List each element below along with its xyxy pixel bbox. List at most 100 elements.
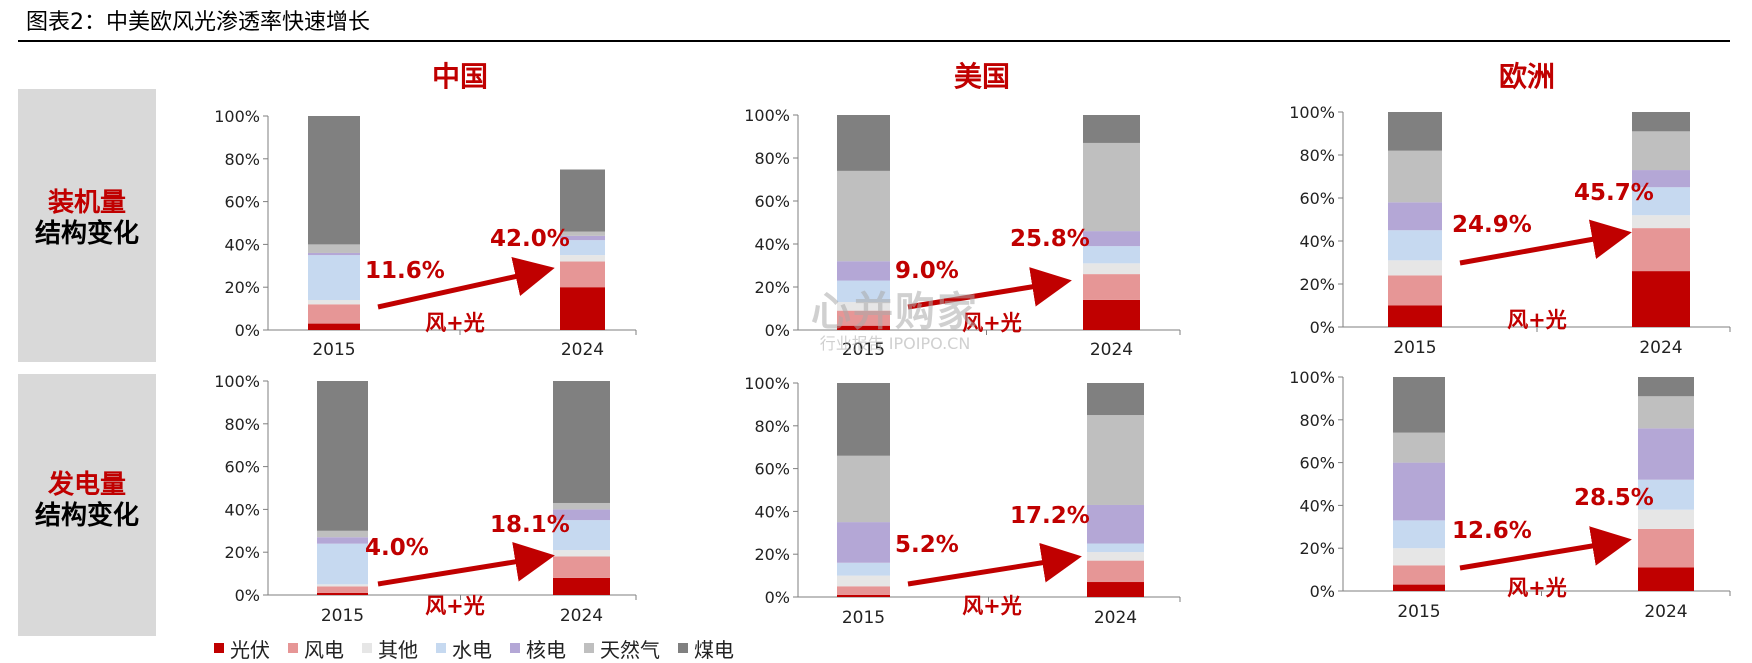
bar-segment-核电-2024 (1632, 170, 1690, 188)
y-tick-label: 20% (224, 543, 260, 562)
bar-segment-煤电-2024 (560, 169, 605, 232)
chart-中国-装机量: 中国 0% 20% 40% 60% 80% 100% 2015 2024 11.6% 42.0% 风+… (214, 60, 637, 360)
penetration-label-2024: 45.7% (1574, 180, 1654, 206)
legend-swatch (288, 643, 298, 653)
x-tick-label: 2024 (1090, 340, 1133, 360)
bar-segment-天然气-2015 (317, 530, 368, 538)
x-tick-label: 2024 (561, 340, 604, 360)
bar-segment-光伏-2024 (1087, 582, 1144, 597)
bar-segment-光伏-2015 (1388, 305, 1442, 327)
bar-segment-天然气-2024 (560, 231, 605, 236)
bar-segment-核电-2024 (1083, 231, 1140, 247)
y-tick-label: 80% (224, 150, 260, 169)
growth-arrow (1459, 219, 1632, 266)
legend-label: 水电 (452, 637, 492, 662)
bar-segment-风电-2015 (837, 310, 890, 326)
x-tick-label: 2024 (1094, 608, 1137, 628)
bar-segment-水电-2024 (560, 240, 605, 256)
legend-swatch (362, 643, 372, 653)
legend-swatch (510, 643, 520, 653)
wind-solar-annotation: 风+光 (425, 594, 485, 618)
legend-label: 煤电 (694, 637, 734, 662)
bar-segment-风电-2024 (1632, 228, 1690, 272)
y-tick-label: 100% (1289, 368, 1335, 387)
y-tick-label: 60% (224, 193, 260, 212)
bar-segment-风电-2024 (1083, 274, 1140, 300)
bar-segment-风电-2015 (1393, 565, 1445, 585)
bar-segment-天然气-2024 (553, 502, 610, 510)
y-tick-label: 80% (754, 417, 790, 436)
growth-arrow (907, 542, 1082, 587)
y-tick-label: 40% (1299, 496, 1335, 515)
x-tick-label: 2015 (1397, 602, 1440, 622)
legend-swatch (584, 643, 594, 653)
penetration-label-2024: 17.2% (1010, 503, 1090, 529)
row-label-generation-line2: 结构变化 (34, 501, 139, 531)
row-label-generation-line1: 发电量 (47, 470, 126, 500)
bar-segment-光伏-2015 (837, 325, 890, 330)
chart-title-美国: 美国 (954, 60, 1010, 93)
bar-segment-核电-2015 (837, 261, 890, 281)
bar-segment-其他-2024 (1083, 263, 1140, 275)
wind-solar-annotation: 风+光 (1507, 576, 1567, 600)
y-tick-label: 100% (214, 372, 260, 391)
bar-segment-其他-2015 (1393, 548, 1445, 566)
bar-segment-天然气-2024 (1083, 142, 1140, 232)
bar-segment-风电-2024 (1638, 528, 1694, 568)
bar-segment-煤电-2024 (553, 381, 610, 503)
bar-segment-光伏-2024 (1638, 567, 1694, 591)
y-tick-label: 80% (754, 149, 790, 168)
y-tick-label: 40% (224, 235, 260, 254)
bar-segment-核电-2015 (1388, 202, 1442, 231)
penetration-label-2015: 24.9% (1452, 212, 1532, 238)
bar-segment-其他-2015 (1388, 260, 1442, 276)
bar-segment-核电-2015 (1393, 462, 1445, 521)
row-label-installed-line1: 装机量 (47, 188, 126, 218)
chart-title-中国: 中国 (432, 60, 488, 93)
y-tick-label: 40% (754, 502, 790, 521)
bar-segment-水电-2015 (1388, 230, 1442, 261)
bar-segment-水电-2015 (308, 255, 360, 301)
bar-segment-水电-2024 (1632, 187, 1690, 216)
bar-segment-其他-2024 (1087, 552, 1144, 561)
legend-swatch (678, 643, 688, 653)
bar-segment-光伏-2024 (1083, 299, 1140, 330)
bar-segment-风电-2015 (317, 586, 368, 593)
row-label-installed-line2: 结构变化 (34, 219, 139, 249)
legend-swatch (214, 643, 224, 653)
y-tick-label: 100% (744, 106, 790, 125)
y-tick-label: 80% (1299, 146, 1335, 165)
x-tick-label: 2015 (842, 340, 885, 360)
bar-segment-其他-2015 (308, 300, 360, 305)
bar-segment-风电-2015 (837, 586, 890, 595)
legend-item: 水电 (436, 634, 492, 663)
bar-segment-天然气-2015 (837, 170, 890, 262)
bar-segment-其他-2024 (1632, 215, 1690, 229)
row-label-box-installed (18, 89, 156, 362)
y-tick-label: 0% (235, 586, 260, 605)
y-tick-label: 20% (224, 278, 260, 297)
bar-segment-水电-2024 (1083, 246, 1140, 264)
bar-segment-光伏-2024 (553, 577, 610, 595)
bar-segment-水电-2015 (837, 280, 890, 303)
bar-segment-风电-2015 (308, 304, 360, 324)
x-tick-label: 2024 (1639, 338, 1682, 358)
legend-label: 其他 (378, 637, 418, 662)
bar-segment-其他-2024 (553, 550, 610, 557)
y-tick-label: 60% (224, 458, 260, 477)
bar-segment-其他-2015 (837, 575, 890, 587)
penetration-label-2024: 18.1% (490, 512, 570, 538)
bar-segment-核电-2015 (317, 537, 368, 544)
bar-segment-煤电-2015 (1393, 377, 1445, 433)
legend-label: 核电 (526, 637, 566, 662)
bar-segment-煤电-2015 (317, 381, 368, 531)
bar-segment-水电-2015 (1393, 520, 1445, 549)
bar-segment-煤电-2024 (1638, 377, 1694, 397)
y-tick-label: 20% (754, 545, 790, 564)
y-tick-label: 80% (1299, 411, 1335, 430)
bar-segment-煤电-2015 (1388, 112, 1442, 151)
y-tick-label: 60% (754, 192, 790, 211)
chart-欧洲-发电量: 0% 20% 40% 60% 80% 100% 2015 2024 12.6% 28.5% 风+光 (1289, 368, 1731, 622)
bar-segment-水电-2015 (317, 543, 368, 585)
